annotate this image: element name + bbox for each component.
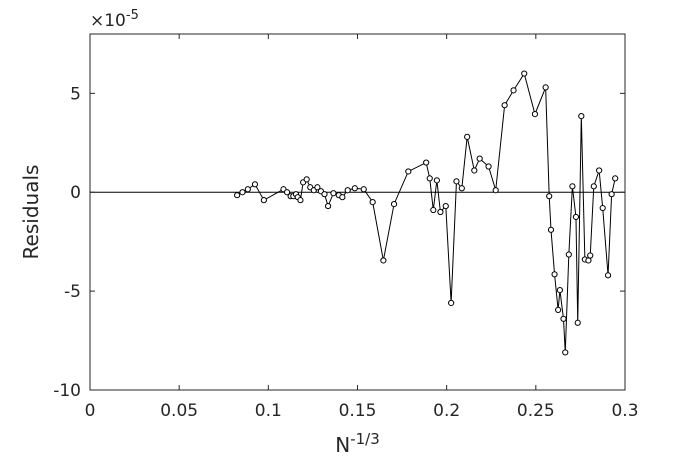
data-point — [458, 185, 465, 192]
y-axis-ticks: -10 -5 0 5 — [53, 84, 625, 401]
data-point — [565, 251, 572, 258]
data-point — [572, 213, 580, 221]
x-tick-label: 0.2 — [433, 401, 460, 421]
data-point — [297, 197, 304, 204]
x-axis-label: N-1/3 — [335, 430, 380, 457]
data-point — [578, 112, 585, 120]
y-tick-label: 0 — [70, 183, 81, 203]
data-point — [485, 163, 492, 170]
data-point — [608, 191, 615, 198]
data-point — [560, 315, 567, 322]
data-point — [569, 183, 576, 190]
data-point — [612, 175, 619, 182]
y-axis-label: Residuals — [19, 165, 43, 260]
data-point — [542, 84, 549, 91]
data-point — [351, 185, 358, 192]
data-point — [437, 208, 444, 216]
y-multiplier-exponent: -5 — [126, 8, 139, 23]
data-point — [234, 192, 241, 199]
x-tick-label: 0.25 — [517, 401, 555, 421]
data-point — [260, 197, 267, 204]
x-axis-label-exponent: -1/3 — [350, 430, 380, 448]
data-point — [521, 70, 528, 77]
data-point — [251, 181, 259, 188]
data-point — [380, 257, 387, 264]
data-point — [556, 287, 564, 294]
data-point — [239, 189, 246, 196]
data-point — [562, 349, 569, 356]
data-point — [546, 193, 553, 200]
data-point — [596, 167, 603, 174]
data-point — [303, 176, 310, 183]
data-point — [405, 168, 412, 175]
y-tick-label: -5 — [64, 282, 81, 302]
data-point — [433, 177, 440, 184]
data-point — [360, 186, 367, 193]
y-axis-multiplier: ×10-5 — [90, 8, 139, 31]
data-point — [492, 187, 499, 194]
data-point — [442, 202, 449, 210]
x-tick-label: 0.1 — [255, 401, 282, 421]
data-point — [423, 159, 430, 166]
data-point — [430, 206, 437, 214]
data-point — [551, 271, 558, 278]
data-point — [587, 252, 594, 259]
data-point — [555, 306, 562, 313]
data-markers — [234, 70, 619, 356]
y-multiplier-base: ×10 — [90, 11, 126, 31]
data-point — [501, 102, 508, 109]
x-tick-label: 0.05 — [160, 401, 198, 421]
data-point — [599, 204, 606, 212]
series-line — [236, 72, 616, 353]
x-tick-label: 0 — [85, 401, 96, 421]
data-point — [448, 299, 455, 307]
data-point — [321, 191, 328, 198]
data-point — [547, 226, 555, 233]
y-tick-label: 5 — [70, 84, 81, 104]
data-point — [369, 199, 376, 206]
data-point — [283, 189, 291, 196]
data-point — [604, 272, 612, 279]
data-point — [476, 155, 483, 162]
x-axis-label-base: N — [335, 433, 350, 457]
data-point — [426, 175, 433, 182]
x-axis-ticks: 0 0.05 0.1 0.15 0.2 0.25 0.3 — [85, 34, 639, 421]
data-point — [453, 178, 460, 185]
data-point — [590, 183, 597, 190]
data-point — [574, 319, 581, 326]
x-tick-label: 0.3 — [611, 401, 638, 421]
data-point — [464, 133, 471, 140]
data-point — [510, 87, 517, 94]
data-point — [344, 187, 351, 194]
data-point — [390, 200, 398, 208]
data-point — [585, 257, 592, 264]
data-point — [339, 194, 346, 201]
data-point — [330, 190, 337, 197]
data-point — [244, 186, 251, 193]
data-point — [471, 167, 478, 174]
y-tick-label: -10 — [53, 381, 81, 401]
x-tick-label: 0.15 — [339, 401, 377, 421]
data-point — [314, 184, 321, 191]
data-point — [324, 202, 332, 210]
data-point — [531, 111, 539, 118]
